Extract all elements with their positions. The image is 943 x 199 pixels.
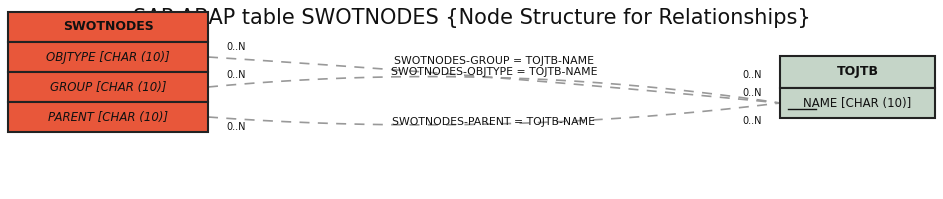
Text: TOJTB: TOJTB: [836, 65, 879, 78]
Text: SAP ABAP table SWOTNODES {Node Structure for Relationships}: SAP ABAP table SWOTNODES {Node Structure…: [133, 8, 810, 28]
Text: GROUP [CHAR (10)]: GROUP [CHAR (10)]: [50, 81, 166, 94]
Text: 0..N: 0..N: [742, 70, 762, 80]
Bar: [780, 56, 935, 88]
Text: SWOTNODES: SWOTNODES: [62, 20, 154, 33]
Bar: [8, 42, 208, 72]
Bar: [8, 102, 208, 132]
Text: 0..N: 0..N: [226, 70, 245, 80]
Text: NAME [CHAR (10)]: NAME [CHAR (10)]: [803, 97, 912, 109]
Bar: [8, 72, 208, 102]
Text: 0..N: 0..N: [742, 88, 762, 98]
Text: 0..N: 0..N: [226, 122, 245, 132]
Text: 0..N: 0..N: [742, 116, 762, 126]
Text: OBJTYPE [CHAR (10)]: OBJTYPE [CHAR (10)]: [46, 51, 170, 63]
Text: PARENT [CHAR (10)]: PARENT [CHAR (10)]: [48, 110, 168, 124]
Text: SWOTNODES-OBJTYPE = TOJTB-NAME: SWOTNODES-OBJTYPE = TOJTB-NAME: [390, 67, 597, 77]
Bar: [8, 12, 208, 42]
Text: 0..N: 0..N: [226, 42, 245, 52]
Text: SWOTNODES-GROUP = TOJTB-NAME: SWOTNODES-GROUP = TOJTB-NAME: [394, 56, 594, 66]
Text: SWOTNODES-PARENT = TOJTB-NAME: SWOTNODES-PARENT = TOJTB-NAME: [392, 117, 595, 127]
Bar: [780, 88, 935, 118]
